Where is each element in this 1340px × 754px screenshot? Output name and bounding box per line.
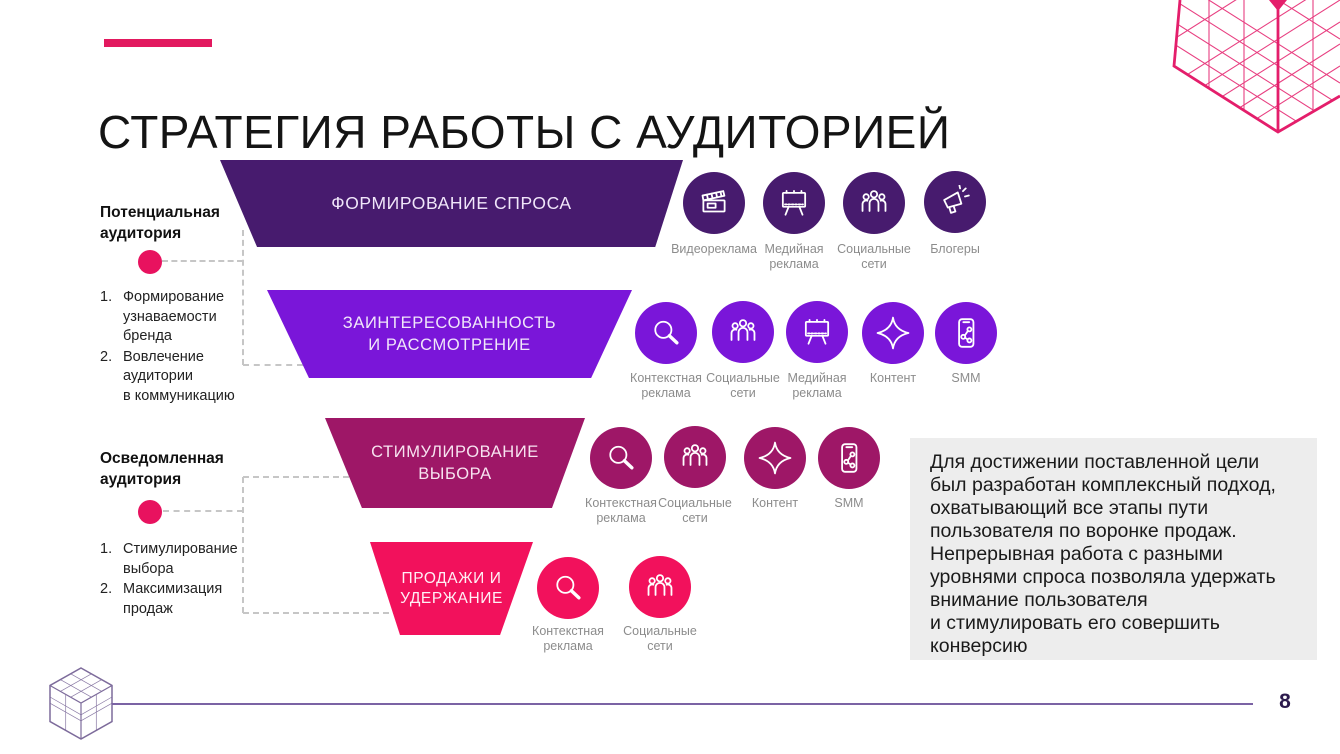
billboard-icon bbox=[777, 186, 811, 220]
audience-dot bbox=[138, 500, 162, 524]
list-item: 2. Максимизация продаж bbox=[100, 581, 223, 617]
channel-label: Контент bbox=[869, 371, 917, 385]
channel-label: Контекстная реклама bbox=[585, 496, 657, 525]
channel-label: Медийная реклама bbox=[764, 242, 824, 271]
channel-label: Видеореклама bbox=[671, 242, 757, 256]
channel-circle bbox=[924, 171, 986, 233]
people-icon bbox=[643, 570, 677, 604]
audience-heading-potential: Потенциальная аудитория bbox=[100, 204, 220, 242]
dashed-connector bbox=[242, 230, 244, 365]
funnel-level-1: ФОРМИРОВАНИЕ СПРОСА bbox=[220, 160, 683, 247]
channel-circle bbox=[683, 172, 745, 234]
channel-label: SMM bbox=[951, 371, 981, 385]
channel-circle bbox=[590, 427, 652, 489]
channel-label: Социальные сети bbox=[706, 371, 780, 400]
funnel-level-4: ПРОДАЖИ И УДЕРЖАНИЕ bbox=[370, 542, 533, 635]
channel-circle bbox=[744, 427, 806, 489]
cube-decoration-top-right bbox=[1172, 0, 1340, 134]
channel-label: Социальные сети bbox=[623, 624, 697, 653]
funnel-level-3: СТИМУЛИРОВАНИЕ ВЫБОРА bbox=[325, 418, 585, 508]
dashed-connector bbox=[162, 260, 243, 262]
phone-share-icon bbox=[949, 316, 983, 350]
channel-label: Социальные сети bbox=[658, 496, 732, 525]
list-item: 2. Вовлечение аудитории в коммуникацию bbox=[100, 348, 235, 404]
channel-label: Блогеры bbox=[930, 242, 980, 256]
people-icon bbox=[726, 315, 760, 349]
channel-circle bbox=[664, 426, 726, 488]
channel-label: SMM bbox=[834, 496, 864, 510]
channel-circle bbox=[786, 301, 848, 363]
megaphone-icon bbox=[938, 185, 972, 219]
people-icon bbox=[857, 186, 891, 220]
channel-circle bbox=[712, 301, 774, 363]
funnel-level-label: ЗАИНТЕРЕСОВАННОСТЬ И РАССМОТРЕНИЕ bbox=[342, 314, 557, 354]
page-title: СТРАТЕГИЯ РАБОТЫ С АУДИТОРИЕЙ bbox=[98, 105, 951, 158]
channel-label: Социальные сети bbox=[837, 242, 911, 271]
channel-circle bbox=[629, 556, 691, 618]
audience-goals-list: 1. Стимулирование выбора 2. Максимизация… bbox=[100, 540, 250, 620]
channel-circle bbox=[537, 557, 599, 619]
dashed-connector bbox=[163, 510, 243, 512]
clapperboard-icon bbox=[697, 186, 731, 220]
dashed-connector bbox=[242, 477, 244, 613]
title-accent-bar bbox=[104, 39, 212, 47]
audience-heading-aware: Осведомленная аудитория bbox=[100, 450, 224, 488]
list-item: 1. Стимулирование выбора bbox=[100, 541, 238, 577]
channel-circle bbox=[818, 427, 880, 489]
funnel-level-label: ПРОДАЖИ И УДЕРЖАНИЕ bbox=[400, 569, 503, 607]
funnel-level-2: ЗАИНТЕРЕСОВАННОСТЬ И РАССМОТРЕНИЕ bbox=[267, 290, 632, 378]
dashed-connector bbox=[243, 612, 399, 614]
channel-circle bbox=[763, 172, 825, 234]
cube-decoration-bottom-left bbox=[49, 667, 113, 740]
channel-label: Контекстная реклама bbox=[630, 371, 702, 400]
phone-share-icon bbox=[832, 441, 866, 475]
magnifier-icon bbox=[551, 571, 585, 605]
channel-circle bbox=[843, 172, 905, 234]
channel-label: Контент bbox=[751, 496, 799, 510]
channel-circle bbox=[935, 302, 997, 364]
channel-label: Контекстная реклама bbox=[532, 624, 604, 653]
channel-label: Медийная реклама bbox=[787, 371, 847, 400]
audience-dot bbox=[138, 250, 162, 274]
list-item: 1. Формирование узнаваемости бренда bbox=[100, 289, 225, 344]
summary-note: Для достижении поставленной цели был раз… bbox=[910, 438, 1317, 660]
audience-goals-list: 1. Формирование узнаваемости бренда 2. В… bbox=[100, 288, 250, 407]
magnifier-icon bbox=[604, 441, 638, 475]
page-number: 8 bbox=[1279, 690, 1291, 713]
dashed-connector bbox=[243, 364, 303, 366]
channel-circle bbox=[862, 302, 924, 364]
funnel-level-label: СТИМУЛИРОВАНИЕ ВЫБОРА bbox=[371, 443, 539, 483]
sparkle-icon bbox=[758, 441, 792, 475]
funnel-level-label: ФОРМИРОВАНИЕ СПРОСА bbox=[331, 193, 572, 213]
billboard-icon bbox=[800, 315, 834, 349]
sparkle-icon bbox=[876, 316, 910, 350]
footer-divider bbox=[112, 703, 1253, 705]
magnifier-icon bbox=[649, 316, 683, 350]
channel-circle bbox=[635, 302, 697, 364]
dashed-connector bbox=[243, 476, 349, 478]
people-icon bbox=[678, 440, 712, 474]
